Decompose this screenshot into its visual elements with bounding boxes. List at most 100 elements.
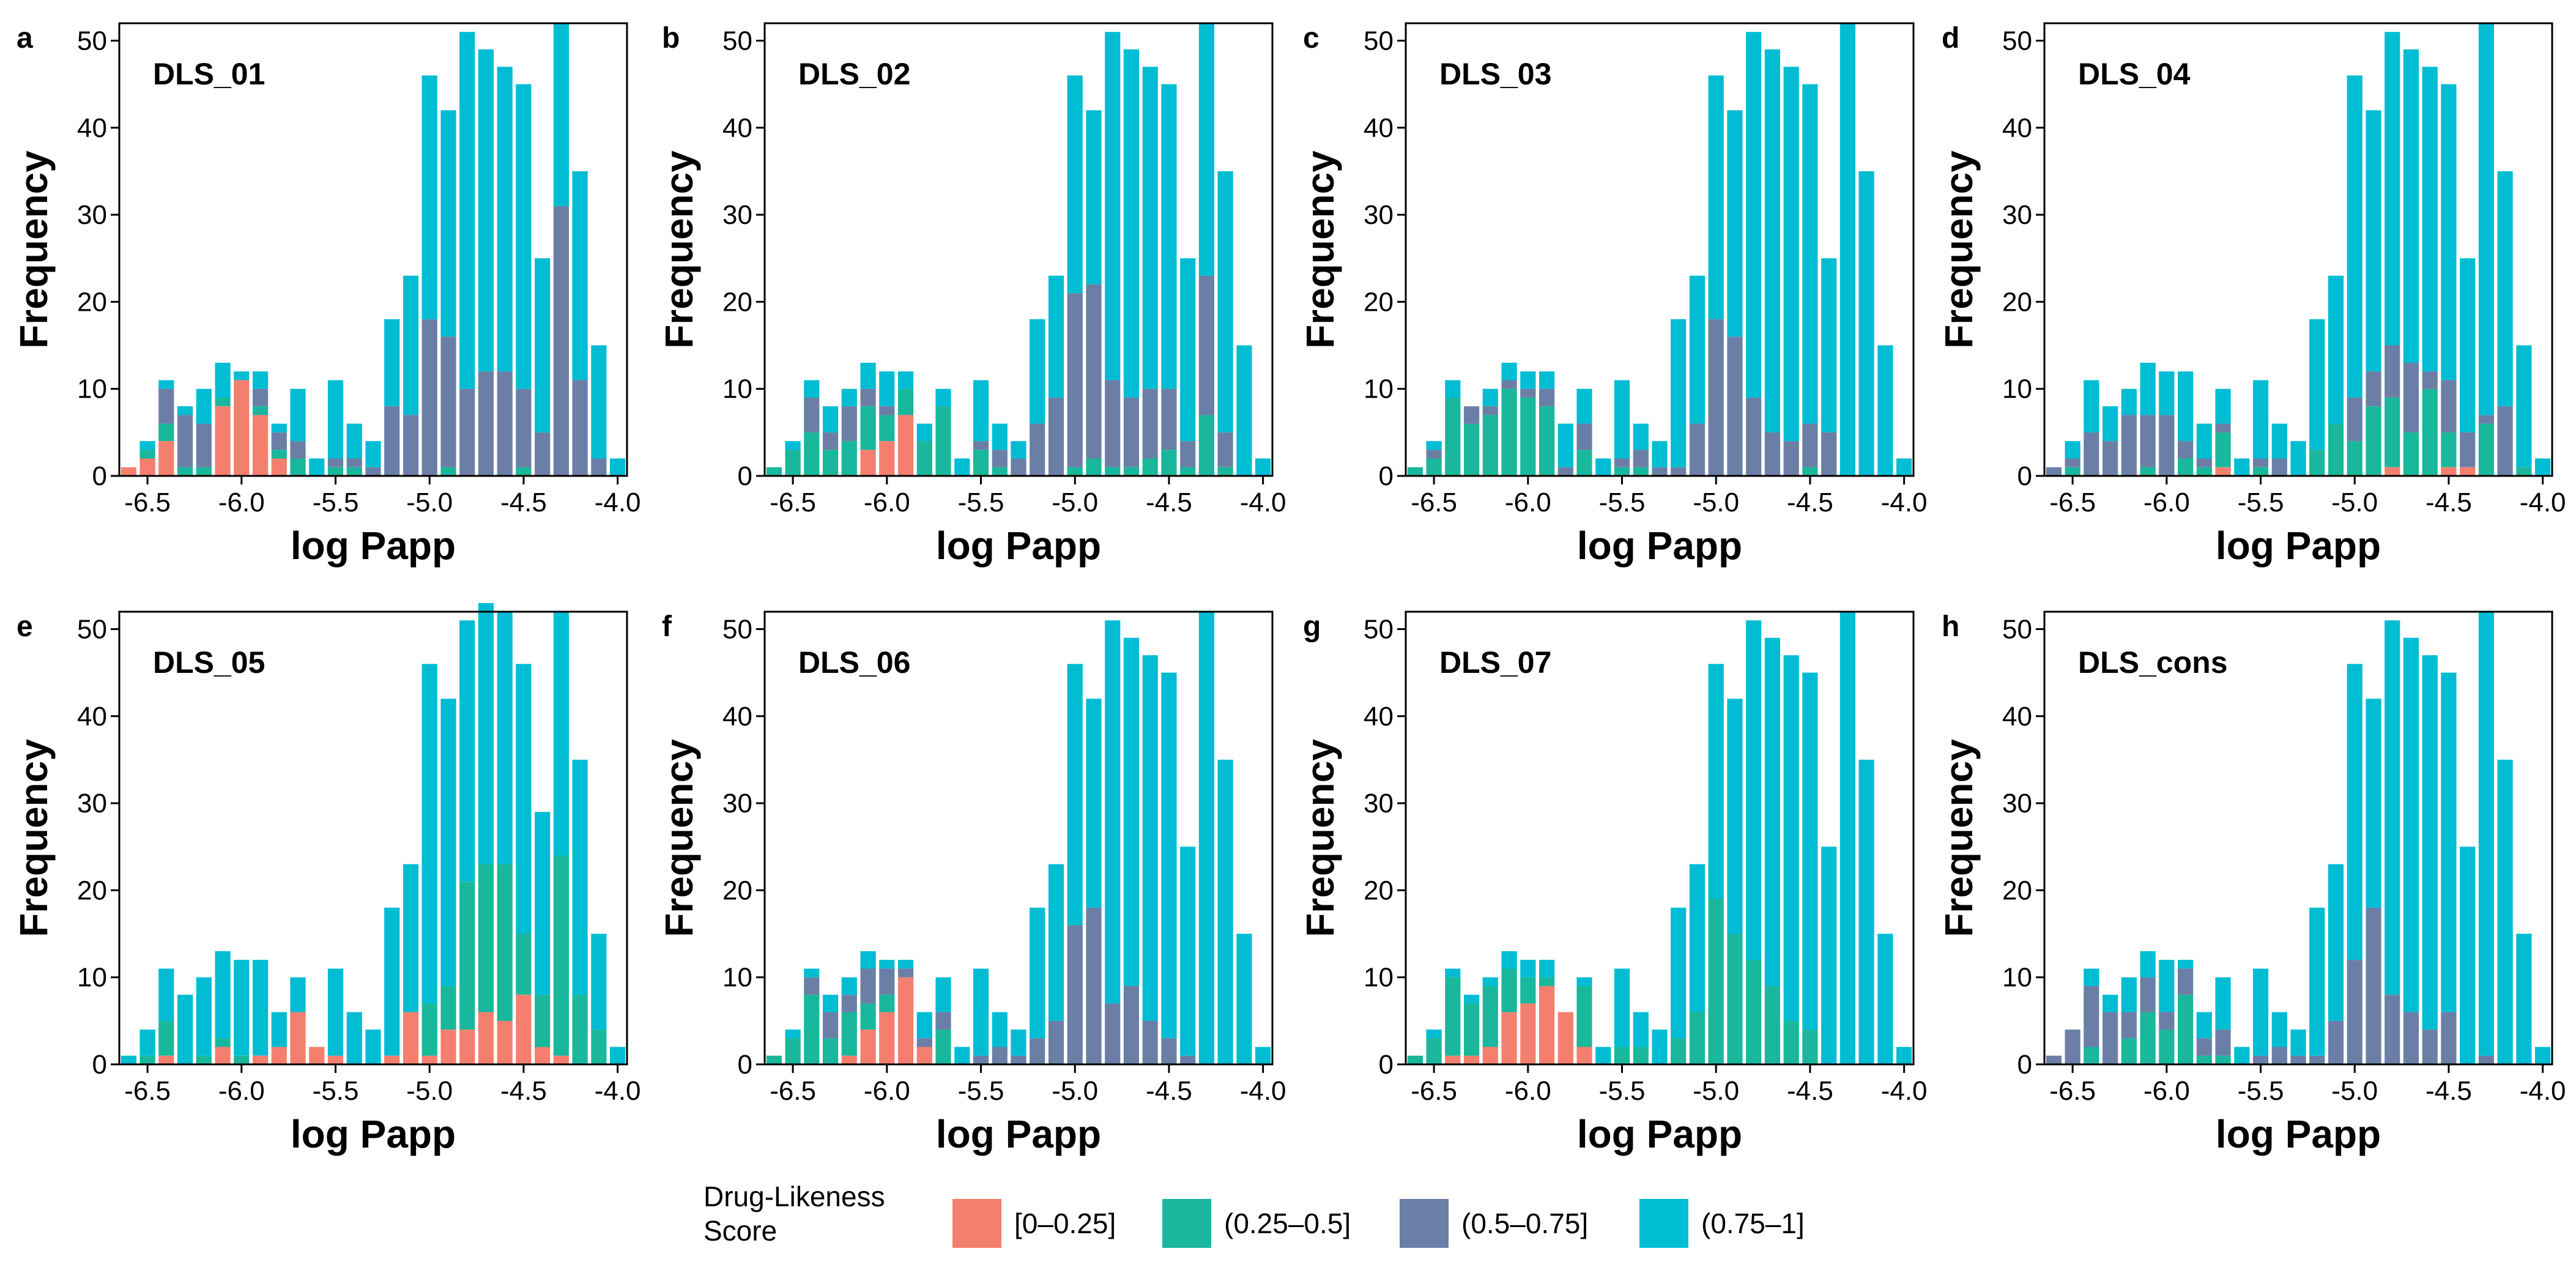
- bar-g-bin22-s3: [1821, 847, 1837, 1064]
- bar-b-bin2-s1: [804, 432, 820, 476]
- bar-e-bin9-s0: [290, 1012, 306, 1064]
- bar-d-bin21-s0: [2441, 467, 2457, 476]
- xtick-label-h-0: -6.5: [2049, 1076, 2096, 1106]
- bar-d-bin7-s3: [2178, 371, 2194, 441]
- panel-letter-h: h: [1942, 610, 1959, 643]
- ylabel-d: Frequency: [1937, 150, 1981, 349]
- bar-d-bin9-s2: [2215, 423, 2231, 432]
- bar-e-bin6-s1: [234, 1055, 250, 1064]
- bar-g-bin15-s3: [1689, 864, 1706, 1012]
- bar-h-bin15-s3: [2328, 864, 2344, 1021]
- bar-f-bin8-s3: [916, 1012, 932, 1039]
- bar-c-bin1-s1: [1426, 458, 1442, 476]
- legend-title-line2: Score: [703, 1215, 777, 1247]
- xtick-label-h-3: -5.0: [2331, 1076, 2378, 1106]
- xtick-label-a-1: -6.0: [218, 488, 265, 518]
- bar-f-bin16-s3: [1067, 664, 1083, 926]
- bar-f-bin5-s2: [860, 968, 876, 1004]
- bar-c-bin4-s3: [1482, 388, 1498, 407]
- bar-e-bin19-s0: [478, 1012, 494, 1064]
- ytick-label-a-2: 20: [77, 287, 107, 317]
- bar-c-bin3-s1: [1464, 423, 1480, 476]
- bar-d-bin6-s2: [2159, 415, 2175, 476]
- bar-d-bin18-s3: [2385, 32, 2400, 346]
- bar-d-bin20-s2: [2422, 371, 2438, 389]
- bar-d-bin1-s2: [2065, 458, 2080, 467]
- bar-b-bin24-s3: [1217, 171, 1233, 432]
- xtick-label-a-4: -4.5: [500, 488, 547, 518]
- bar-b-bin4-s3: [841, 388, 857, 407]
- bar-b-bin19-s1: [1123, 467, 1139, 476]
- bar-c-bin9-s3: [1576, 388, 1592, 424]
- ytick-label-h-0: 0: [2017, 1050, 2032, 1080]
- bar-a-bin21-s2: [516, 388, 532, 467]
- bar-a-bin19-s2: [478, 371, 494, 476]
- bar-a-bin14-s3: [384, 319, 400, 407]
- bar-g-bin6-s3: [1520, 960, 1536, 978]
- bar-e-bin23-s1: [553, 855, 569, 1056]
- bar-h-bin9-s1: [2215, 1055, 2231, 1064]
- bar-h-bin4-s2: [2121, 1012, 2137, 1039]
- ytick-label-d-3: 30: [2002, 200, 2032, 230]
- bar-e-bin2-s0: [158, 1055, 174, 1064]
- bar-d-bin8-s2: [2196, 458, 2212, 467]
- xtick-label-f-2: -5.5: [958, 1076, 1004, 1106]
- bar-e-bin20-s3: [497, 612, 513, 864]
- bar-e-bin11-s0: [327, 1055, 344, 1064]
- plot-frame-c: [1405, 22, 1915, 477]
- bar-b-bin24-s2: [1217, 432, 1233, 467]
- bar-d-bin25-s1: [2516, 467, 2532, 476]
- ytick-label-c-2: 20: [1364, 287, 1394, 317]
- ytick-label-c-3: 30: [1364, 200, 1394, 230]
- xlabel-b: log Papp: [936, 524, 1101, 568]
- ytick-label-f-0: 0: [738, 1050, 752, 1080]
- bar-c-bin4-s1: [1482, 415, 1498, 476]
- bar-b-bin17-s1: [1086, 458, 1102, 476]
- bar-a-bin4-s3: [196, 388, 212, 424]
- bar-f-bin6-s3: [879, 960, 895, 969]
- bar-h-bin5-s2: [2140, 977, 2156, 1012]
- bar-g-bin8-s0: [1557, 1012, 1573, 1064]
- bar-d-bin21-s1: [2441, 432, 2457, 467]
- bar-e-bin21-s1: [516, 933, 532, 995]
- xtick-label-c-3: -5.0: [1693, 488, 1739, 518]
- bar-a-bin24-s3: [572, 171, 588, 380]
- ylabel-f: Frequency: [657, 739, 701, 937]
- bar-c-bin13-s2: [1652, 467, 1668, 476]
- bar-c-bin7-s1: [1539, 406, 1555, 476]
- bar-a-bin26-s3: [610, 458, 626, 476]
- bar-b-bin20-s1: [1142, 458, 1158, 476]
- xtick-label-h-5: -4.0: [2520, 1076, 2566, 1106]
- bar-a-bin16-s2: [421, 319, 437, 476]
- legend-title-line1: Drug-Likeness: [703, 1181, 885, 1212]
- bar-b-bin6-s1: [879, 415, 895, 442]
- ytick-label-d-0: 0: [2017, 461, 2032, 491]
- bar-c-bin21-s3: [1802, 84, 1818, 424]
- xtick-label-b-0: -6.5: [770, 488, 816, 518]
- bar-a-bin12-s2: [346, 458, 362, 467]
- bar-d-bin17-s1: [2366, 406, 2381, 476]
- bar-f-bin4-s3: [841, 977, 857, 995]
- plot-frame-h: [2043, 610, 2553, 1066]
- xtick-label-d-1: -6.0: [2144, 488, 2190, 518]
- bar-f-bin6-s1: [879, 995, 895, 1012]
- bar-c-bin5-s1: [1501, 388, 1517, 476]
- bar-a-bin17-s1: [440, 467, 456, 476]
- bar-e-bin26-s3: [610, 1047, 626, 1064]
- panel-letter-e: e: [17, 610, 33, 643]
- bar-c-bin15-s2: [1689, 423, 1706, 476]
- bar-d-bin25-s3: [2516, 345, 2532, 467]
- bar-a-bin5-s0: [215, 406, 231, 476]
- bar-b-bin13-s3: [1011, 441, 1026, 459]
- bar-f-bin5-s0: [860, 1029, 876, 1064]
- bar-h-bin7-s2: [2178, 968, 2194, 995]
- bar-g-bin13-s3: [1652, 1029, 1668, 1064]
- bar-h-bin11-s3: [2252, 968, 2269, 1056]
- bar-b-bin18-s2: [1105, 380, 1121, 467]
- bar-e-bin2-s3: [158, 968, 174, 1021]
- bar-b-bin6-s2: [879, 406, 895, 415]
- bar-g-bin4-s0: [1482, 1047, 1498, 1064]
- bar-b-bin8-s3: [916, 423, 932, 442]
- bar-a-bin2-s3: [158, 380, 174, 389]
- bar-d-bin24-s3: [2497, 171, 2513, 407]
